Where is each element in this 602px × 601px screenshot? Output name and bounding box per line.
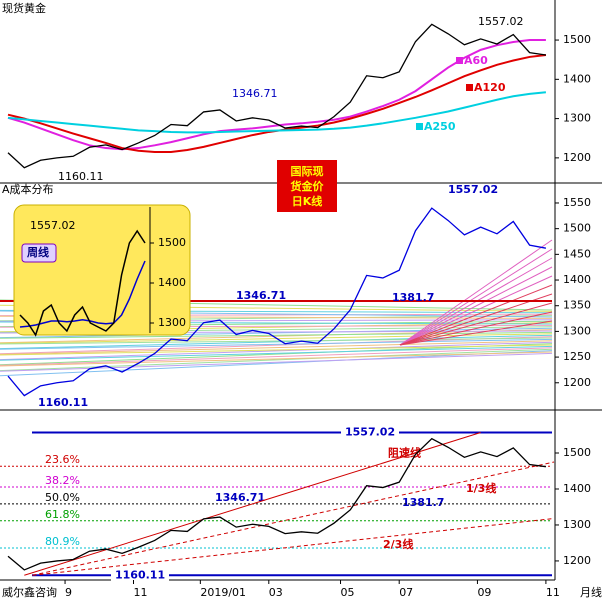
cost-fan [399,239,553,346]
annotation: 1557.02 [30,219,76,232]
panel-title: 现货黄金 [2,1,46,15]
y-tick-label: 1500 [158,236,186,249]
x-tick-label: 2019/01 [200,586,246,599]
y-tick-label: 1300 [563,324,591,337]
legend-swatch [466,84,473,91]
source: 威尔鑫咨询 [2,585,57,599]
data-line [19,260,146,328]
cost-band [0,331,553,339]
fib-label: 50.0% [45,491,80,504]
y-tick-label: 1400 [563,273,591,286]
y-tick-label: 1200 [563,151,591,164]
trend-label: 1/3线 [466,481,496,495]
data-line [7,207,547,397]
y-tick-label: 1300 [563,518,591,531]
cost-fan [399,302,553,346]
data-line [7,91,546,134]
y-tick-label: 1400 [158,276,186,289]
x-tick-label: 11 [546,586,560,599]
y-tick-label: 1550 [563,196,591,209]
annotation: 1346.71 [232,87,278,100]
annotation: 1346.71 [215,491,265,504]
x-tick-label: 07 [399,586,413,599]
cost-band [0,351,553,367]
cost-band [0,338,553,350]
cost-band [0,348,553,372]
fib-label: 61.8% [45,508,80,521]
cost-fan [399,320,553,346]
y-tick-label: 1500 [563,446,591,459]
cost-band [0,345,553,361]
label-bg [341,425,399,440]
data-line [19,229,146,337]
stamp: 货金价 [290,179,325,193]
annotation: 1346.71 [236,289,286,302]
legend-label: A60 [464,54,488,67]
cost-fan [399,275,553,346]
stamp-box [277,160,337,212]
cost-fan [399,293,553,346]
y-tick-label: 1300 [563,112,591,125]
cost-band [0,334,553,350]
inset-box [13,204,191,336]
legend-swatch [416,123,423,130]
data-line [7,437,546,571]
trend-label: 阻速线 [388,445,421,459]
y-tick-label: 1200 [563,376,591,389]
annotation: 1160.11 [38,396,88,409]
annotation: 1160.11 [58,170,104,183]
y-tick-label: 1500 [563,33,591,46]
annotation: 1557.02 [448,183,498,196]
inset-title: 周线 [27,245,49,259]
stamp: 国际现 [291,164,324,178]
y-tick-label: 1300 [158,316,186,329]
y-tick-label: 1350 [563,299,591,312]
trend-line [32,461,555,576]
legend-label: A120 [474,81,506,94]
extreme-label: 1160.11 [115,568,165,581]
data-line [7,23,546,169]
annotation: 1381.7 [392,291,434,304]
y-tick-label: 1500 [563,222,591,235]
inset-badge [21,243,57,263]
y-tick-label: 1400 [563,482,591,495]
label-bg [111,568,169,583]
stamp: 日K线 [292,194,323,208]
fib-label: 23.6% [45,453,80,466]
trend-line [24,432,481,576]
annotation: 1381.7 [402,496,444,509]
cost-fan [399,311,553,346]
cost-band [0,340,553,355]
cost-fan [399,248,553,346]
x-tick-label: 03 [269,586,283,599]
x-tick-label: 11 [134,586,148,599]
period: 月线 [580,585,602,599]
y-tick-label: 1450 [563,247,591,260]
x-tick-label: 9 [65,586,72,599]
y-tick-label: 1200 [563,554,591,567]
cost-band [0,347,553,366]
extreme-label: 1557.02 [345,425,395,438]
y-tick-label: 1400 [563,72,591,85]
trend-line [32,517,555,576]
annotation: 1557.02 [478,15,524,28]
x-tick-label: 05 [341,586,355,599]
cost-band [0,344,553,356]
panel-title: A成本分布 [2,182,54,196]
cost-band [0,337,553,345]
fib-label: 80.9% [45,535,80,548]
trend-label: 2/3线 [383,537,413,551]
cost-band [0,341,553,361]
fib-label: 38.2% [45,474,80,487]
x-tick-label: 09 [477,586,491,599]
cost-fan [399,284,553,346]
cost-fan [399,266,553,346]
y-tick-label: 1250 [563,350,591,363]
legend-label: A250 [424,120,456,133]
cost-band [0,327,553,339]
